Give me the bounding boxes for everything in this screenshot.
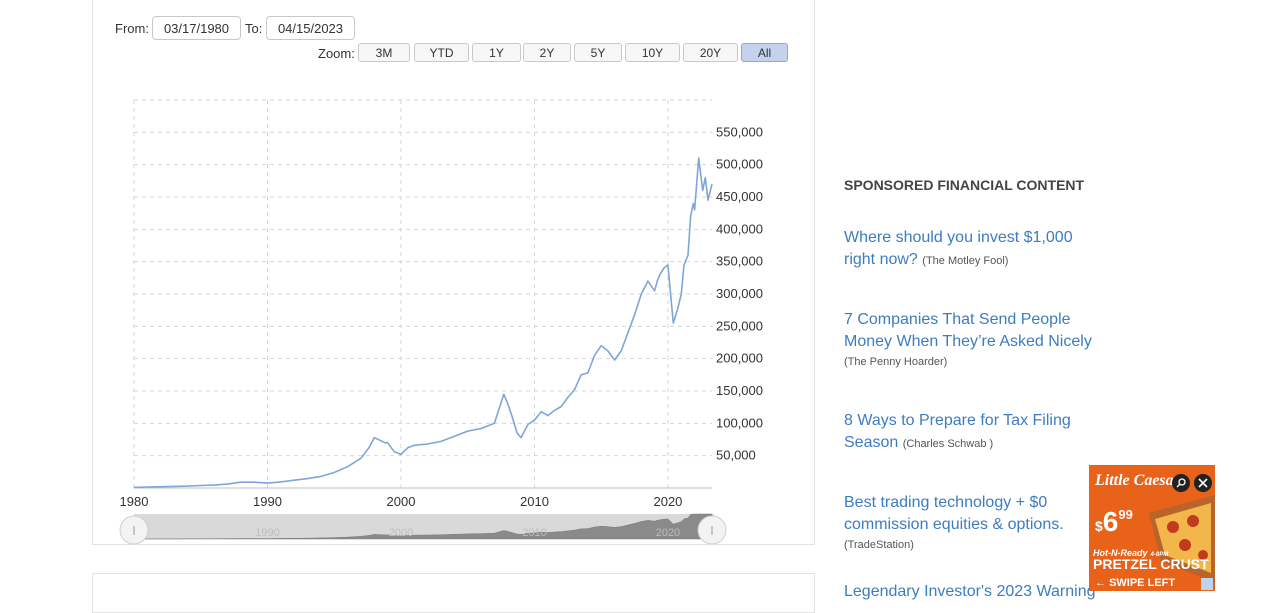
zoom-5y-button[interactable]: 5Y [574,43,622,62]
sponsored-link-text[interactable]: Where should you invest $1,000 right now… [844,229,1073,268]
chart-panel [92,0,815,545]
navigator-tick-label: 2000 [389,527,413,539]
y-tick-label: 100,000 [716,415,763,430]
close-icon[interactable] [1194,474,1212,492]
zoom-10y-button[interactable]: 10Y [625,43,680,62]
pizza-promo-graphic: Little Caesars $699 Hot-N-Ready 4-8PM PRE… [1089,465,1215,591]
sponsored-link-2[interactable]: 7 Companies That Send People Money When … [844,309,1104,371]
sponsored-link-1[interactable]: Where should you invest $1,000 right now… [844,227,1104,272]
to-label: To: [245,21,263,36]
zoom-label: Zoom: [318,46,355,61]
navigator-left-handle[interactable] [119,515,149,545]
y-tick-label: 250,000 [716,318,763,333]
y-axis-ticks: 50,000 100,000 150,000 200,000 250,000 300,00… [716,124,763,462]
brand-logo-text: Little Caesars [1094,472,1186,489]
sponsored-source: (TradeStation) [844,539,914,551]
y-tick-label: 200,000 [716,351,763,366]
y-tick-label: 400,000 [716,221,763,236]
navigator-area [133,513,713,540]
y-tick-label: 50,000 [716,448,756,463]
from-label: From: [115,21,149,36]
x-tick-label: 1990 [253,494,282,509]
to-date-input[interactable]: 04/15/2023 [266,16,355,40]
pizza-promo-ad[interactable]: Little Caesars $699 Hot-N-Ready 4-8PM PRE… [1089,465,1215,591]
chart-grid [133,99,712,489]
promo-cta: ← SWIPE LEFT [1095,577,1175,589]
y-tick-label: 450,000 [716,189,763,204]
zoom-2y-button[interactable]: 2Y [523,43,571,62]
x-tick-label: 2010 [520,494,549,509]
zoom-3m-button[interactable]: 3M [358,43,410,62]
zoom-ytd-button[interactable]: YTD [414,43,469,62]
secondary-panel [92,573,815,613]
arrow-left-icon: ← [1095,577,1109,589]
zoom-1y-button[interactable]: 1Y [472,43,521,62]
sponsored-link-text[interactable]: 8 Ways to Prepare for Tax Filing Season [844,412,1071,451]
sponsored-link-5[interactable]: Legendary Investor's 2023 Warning [844,581,1104,603]
adchoices-icon[interactable] [1201,578,1213,590]
sponsored-heading: SPONSORED FINANCIAL CONTENT [844,177,1085,193]
navigator-right-handle[interactable] [697,515,727,545]
price-chart: 50,000 100,000 150,000 200,000 250,000 300,00… [119,99,763,545]
y-tick-label: 300,000 [716,286,763,301]
zoom-all-button[interactable]: All [741,43,788,62]
zoom-20y-button[interactable]: 20Y [683,43,738,62]
from-date-input[interactable]: 03/17/1980 [152,16,241,40]
expand-icon[interactable] [1172,474,1190,492]
y-tick-label: 500,000 [716,157,763,172]
promo-tagline: Hot-N-Ready 4-8PM [1093,548,1169,558]
y-tick-label: 550,000 [716,124,763,139]
sponsored-source: (The Penny Hoarder) [844,356,948,368]
navigator-tick-label: 1990 [255,527,279,539]
x-tick-label: 2020 [653,494,682,509]
sponsored-link-4[interactable]: Best trading technology + $0 commission … [844,492,1104,554]
navigator-tick-label: 2020 [656,527,680,539]
x-tick-label: 1980 [120,494,149,509]
sponsored-link-text[interactable]: 7 Companies That Send People Money When … [844,311,1092,350]
sponsored-link-3[interactable]: 8 Ways to Prepare for Tax Filing Season … [844,410,1104,455]
navigator-tick-label: 2010 [522,527,546,539]
sponsored-source: (The Motley Fool) [922,255,1009,267]
y-tick-label: 150,000 [716,383,763,398]
y-tick-label: 350,000 [716,254,763,269]
series-line [133,157,713,489]
sponsored-link-text[interactable]: Legendary Investor's 2023 Warning [844,583,1096,600]
promo-product: PRETZEL CRUST [1093,556,1209,572]
x-tick-label: 2000 [387,494,416,509]
promo-price: $699 [1095,506,1133,537]
sponsored-source: (Charles Schwab ) [902,438,994,450]
sponsored-link-text[interactable]: Best trading technology + $0 commission … [844,494,1064,533]
x-axis-ticks: 1980 1990 2000 2010 2020 [120,494,683,509]
